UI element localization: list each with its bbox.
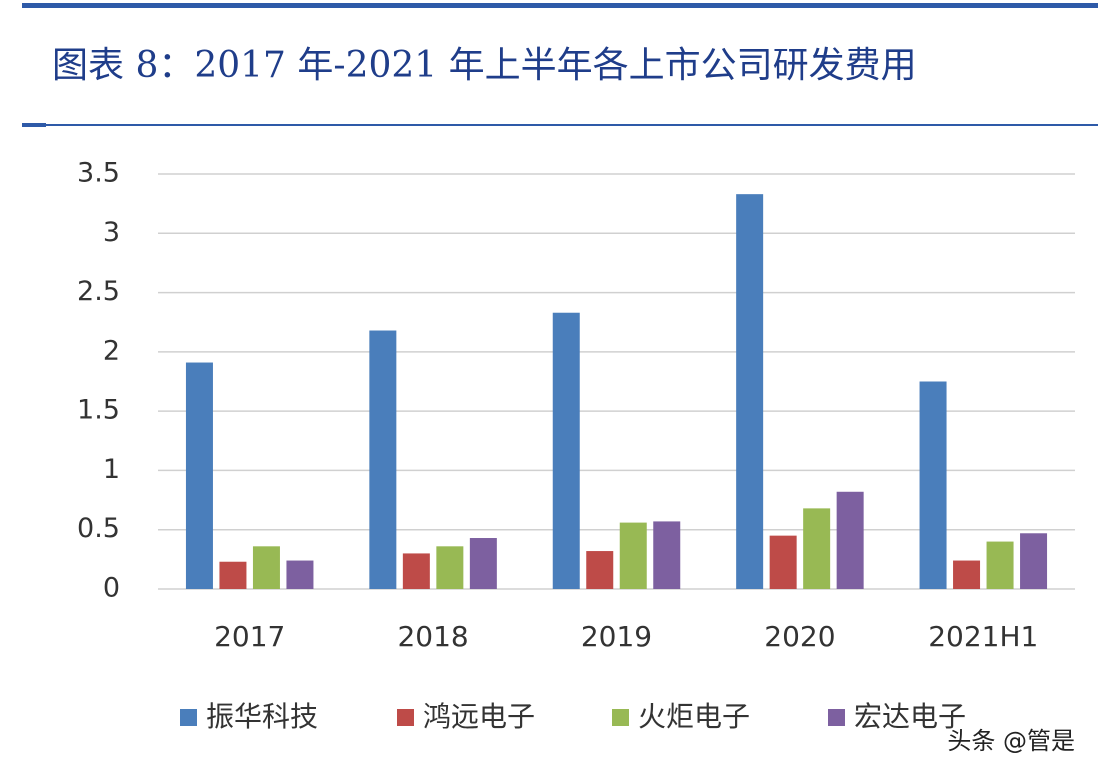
bar (1020, 533, 1048, 589)
x-tick-label: 2019 (581, 620, 652, 653)
watermark: 头条 @管是 (947, 727, 1075, 755)
bar (769, 535, 797, 589)
x-tick-label: 2017 (214, 620, 285, 653)
x-tick-label: 2020 (764, 620, 835, 653)
legend-label: 鸿远电子 (423, 700, 535, 733)
legend-swatch (180, 709, 197, 726)
legend-label: 宏达电子 (854, 700, 966, 733)
bar (552, 312, 580, 589)
y-tick-label: 1.5 (77, 395, 120, 426)
bar (436, 546, 464, 589)
bar (736, 194, 764, 589)
top-rule (22, 3, 1098, 8)
title-rule (22, 124, 1098, 126)
bar (185, 362, 213, 589)
y-tick-label: 3 (103, 217, 120, 248)
legend-label: 火炬电子 (638, 700, 750, 733)
y-tick-label: 2 (103, 335, 120, 366)
y-tick-label: 3.5 (77, 158, 120, 189)
legend-swatch (397, 709, 414, 726)
bar (836, 491, 864, 589)
bar (586, 551, 614, 589)
bar (653, 521, 681, 589)
bar (219, 561, 247, 589)
y-tick-label: 0 (103, 573, 120, 604)
bar (803, 508, 831, 589)
bar (919, 381, 947, 589)
bar (469, 538, 497, 589)
y-tick-label: 1 (103, 454, 120, 485)
bar (252, 546, 280, 589)
bar (953, 560, 981, 589)
bar (369, 330, 397, 589)
x-tick-label: 2021H1 (928, 620, 1038, 653)
y-tick-label: 0.5 (77, 513, 120, 544)
title-rule-accent (22, 123, 46, 127)
bar (286, 560, 314, 589)
bar (619, 522, 647, 589)
legend-label: 振华科技 (206, 700, 318, 733)
legend-swatch (828, 709, 845, 726)
chart-title: 图表 8：2017 年-2021 年上半年各上市公司研发费用 (52, 45, 917, 86)
bar (986, 541, 1014, 589)
y-tick-label: 2.5 (77, 276, 120, 307)
legend-swatch (612, 709, 629, 726)
x-tick-label: 2018 (397, 620, 468, 653)
bar (402, 553, 430, 589)
